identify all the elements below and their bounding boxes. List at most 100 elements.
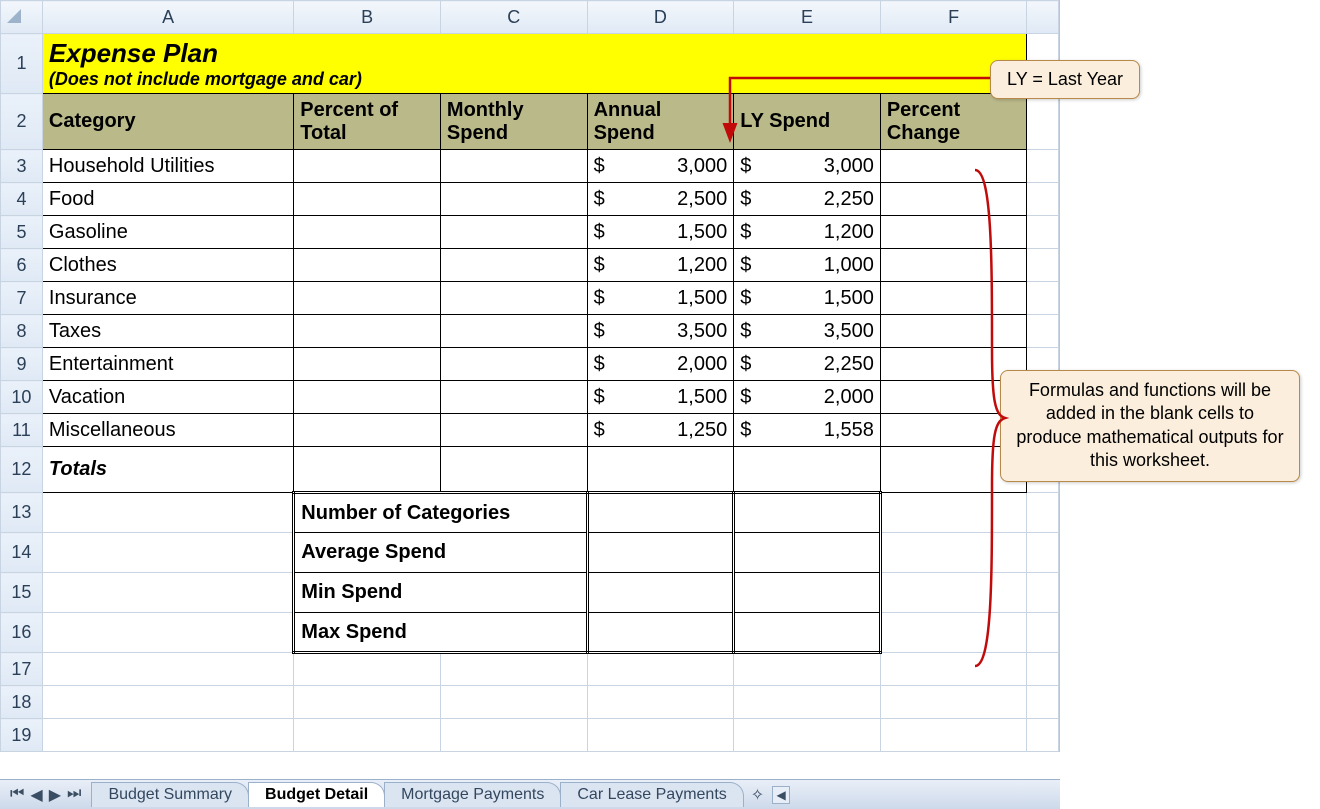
cell-A13[interactable] (42, 493, 293, 533)
cell-E19[interactable] (734, 719, 881, 752)
cell-A3[interactable]: Household Utilities (42, 150, 293, 183)
cell-B17[interactable] (294, 653, 441, 686)
col-header-E[interactable]: E (734, 1, 881, 34)
cell-B3[interactable] (294, 150, 441, 183)
col-header-D[interactable]: D (587, 1, 734, 34)
sheet-tab[interactable]: Budget Detail (248, 782, 385, 807)
cell-D6[interactable]: $1,200 (587, 249, 734, 282)
cell-E10[interactable]: $2,000 (734, 381, 881, 414)
cell-A18[interactable] (42, 686, 293, 719)
cell-B6[interactable] (294, 249, 441, 282)
col-header-G[interactable] (1027, 1, 1059, 34)
cell-D8[interactable]: $3,500 (587, 315, 734, 348)
cell-E15[interactable] (734, 573, 881, 613)
cell-A11[interactable]: Miscellaneous (42, 414, 293, 447)
cell-D5[interactable]: $1,500 (587, 216, 734, 249)
cell-E14[interactable] (734, 533, 881, 573)
hdr-annual-spend[interactable]: Annual Spend (587, 94, 734, 150)
row-header-8[interactable]: 8 (1, 315, 43, 348)
cell-D12[interactable] (587, 447, 734, 493)
cell-A16[interactable] (42, 613, 293, 653)
cell-F17[interactable] (880, 653, 1027, 686)
row-header-5[interactable]: 5 (1, 216, 43, 249)
tab-nav-prev-icon[interactable]: ◀ (30, 785, 42, 805)
cell-B4[interactable] (294, 183, 441, 216)
cell-F14[interactable] (880, 533, 1027, 573)
cell-A19[interactable] (42, 719, 293, 752)
row-header-7[interactable]: 7 (1, 282, 43, 315)
tab-scroll-left-icon[interactable]: ◀ (772, 786, 790, 804)
cell-F3[interactable] (880, 150, 1027, 183)
cell-A14[interactable] (42, 533, 293, 573)
row-header-18[interactable]: 18 (1, 686, 43, 719)
title-cell[interactable]: Expense Plan (Does not include mortgage … (42, 34, 1027, 94)
cell-D14[interactable] (587, 533, 734, 573)
cell-A8[interactable]: Taxes (42, 315, 293, 348)
cell-C4[interactable] (440, 183, 587, 216)
cell-C6[interactable] (440, 249, 587, 282)
cell-C9[interactable] (440, 348, 587, 381)
cell-A6[interactable]: Clothes (42, 249, 293, 282)
cell-B9[interactable] (294, 348, 441, 381)
cell-C17[interactable] (440, 653, 587, 686)
row-header-13[interactable]: 13 (1, 493, 43, 533)
select-all-corner[interactable] (1, 1, 43, 34)
cell-B7[interactable] (294, 282, 441, 315)
cell-E16[interactable] (734, 613, 881, 653)
cell-C19[interactable] (440, 719, 587, 752)
hdr-percent-change[interactable]: Percent Change (880, 94, 1027, 150)
col-header-F[interactable]: F (880, 1, 1027, 34)
cell-A7[interactable]: Insurance (42, 282, 293, 315)
cell-F13[interactable] (880, 493, 1027, 533)
cell-C7[interactable] (440, 282, 587, 315)
tab-nav-last-icon[interactable]: ⏭ (67, 785, 81, 805)
hdr-ly-spend[interactable]: LY Spend (734, 94, 881, 150)
row-header-16[interactable]: 16 (1, 613, 43, 653)
row-header-19[interactable]: 19 (1, 719, 43, 752)
row-header-17[interactable]: 17 (1, 653, 43, 686)
row-header-4[interactable]: 4 (1, 183, 43, 216)
hdr-percent-total[interactable]: Percent of Total (294, 94, 441, 150)
stat-label-16[interactable]: Max Spend (294, 613, 587, 653)
cell-B8[interactable] (294, 315, 441, 348)
cell-C18[interactable] (440, 686, 587, 719)
cell-D11[interactable]: $1,250 (587, 414, 734, 447)
stat-label-14[interactable]: Average Spend (294, 533, 587, 573)
cell-F6[interactable] (880, 249, 1027, 282)
sheet-tab[interactable]: Car Lease Payments (560, 782, 743, 807)
cell-D7[interactable]: $1,500 (587, 282, 734, 315)
cell-C10[interactable] (440, 381, 587, 414)
cell-A5[interactable]: Gasoline (42, 216, 293, 249)
sheet-tab[interactable]: Budget Summary (91, 782, 249, 807)
cell-B19[interactable] (294, 719, 441, 752)
cell-A4[interactable]: Food (42, 183, 293, 216)
hdr-category[interactable]: Category (42, 94, 293, 150)
cell-B12[interactable] (294, 447, 441, 493)
cell-E5[interactable]: $1,200 (734, 216, 881, 249)
col-header-C[interactable]: C (440, 1, 587, 34)
cell-C11[interactable] (440, 414, 587, 447)
cell-C12[interactable] (440, 447, 587, 493)
cell-E13[interactable] (734, 493, 881, 533)
cell-B5[interactable] (294, 216, 441, 249)
row-header-14[interactable]: 14 (1, 533, 43, 573)
row-header-15[interactable]: 15 (1, 573, 43, 613)
row-header-11[interactable]: 11 (1, 414, 43, 447)
cell-E17[interactable] (734, 653, 881, 686)
cell-E12[interactable] (734, 447, 881, 493)
cell-D15[interactable] (587, 573, 734, 613)
cell-B11[interactable] (294, 414, 441, 447)
cell-E8[interactable]: $3,500 (734, 315, 881, 348)
row-header-6[interactable]: 6 (1, 249, 43, 282)
cell-A9[interactable]: Entertainment (42, 348, 293, 381)
cell-E4[interactable]: $2,250 (734, 183, 881, 216)
column-header-row[interactable]: A B C D E F (1, 1, 1059, 34)
cell-D10[interactable]: $1,500 (587, 381, 734, 414)
cell-A15[interactable] (42, 573, 293, 613)
cell-D3[interactable]: $3,000 (587, 150, 734, 183)
cell-D16[interactable] (587, 613, 734, 653)
cell-B18[interactable] (294, 686, 441, 719)
cell-E9[interactable]: $2,250 (734, 348, 881, 381)
row-header-9[interactable]: 9 (1, 348, 43, 381)
cell-F8[interactable] (880, 315, 1027, 348)
